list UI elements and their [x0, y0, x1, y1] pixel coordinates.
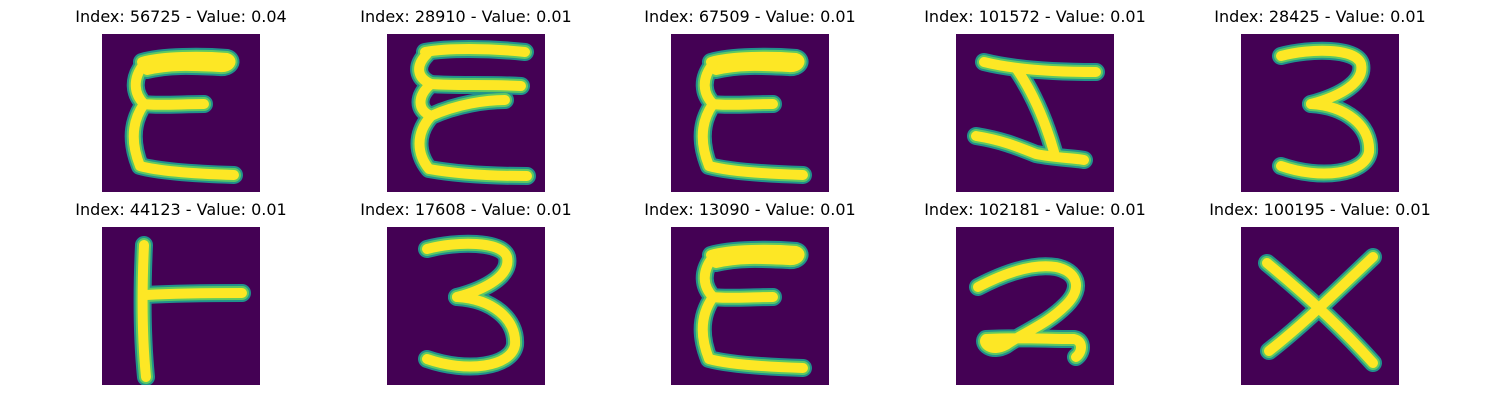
glyph-svg: [956, 227, 1114, 385]
panel-title: Index: 44123 - Value: 0.01: [75, 200, 287, 219]
panel-9: Index: 102181 - Value: 0.01: [924, 200, 1146, 417]
glyph-image: [102, 34, 260, 192]
panel-title: Index: 67509 - Value: 0.01: [644, 7, 856, 26]
glyph-image: [956, 227, 1114, 385]
panel-6: Index: 44123 - Value: 0.01: [75, 200, 287, 417]
panel-10: Index: 100195 - Value: 0.01: [1209, 200, 1431, 417]
panel-title: Index: 56725 - Value: 0.04: [75, 7, 287, 26]
glyph-image: [387, 227, 545, 385]
glyph-stroke-core: [137, 51, 236, 75]
glyph-stroke-core: [979, 57, 1101, 77]
panel-8: Index: 13090 - Value: 0.01: [644, 200, 856, 417]
panel-2: Index: 28910 - Value: 0.01: [360, 7, 572, 224]
panel-1: Index: 56725 - Value: 0.04: [75, 7, 287, 224]
glyph-image: [956, 34, 1114, 192]
glyph-svg: [1241, 34, 1399, 192]
glyph-stroke-core: [420, 44, 530, 57]
glyph-svg: [956, 34, 1114, 192]
glyph-stroke-core: [1276, 99, 1375, 179]
glyph-stroke-core: [414, 111, 532, 181]
glyph-svg: [387, 227, 545, 385]
glyph-svg: [671, 227, 829, 385]
panel-title: Index: 28425 - Value: 0.01: [1214, 7, 1426, 26]
glyph-stroke-core: [697, 99, 808, 180]
glyph-image: [671, 227, 829, 385]
panel-3: Index: 67509 - Value: 0.01: [644, 7, 856, 224]
panel-title: Index: 28910 - Value: 0.01: [360, 7, 572, 26]
panel-title: Index: 101572 - Value: 0.01: [924, 7, 1146, 26]
panel-title: Index: 102181 - Value: 0.01: [924, 200, 1146, 219]
glyph-stroke-core: [422, 292, 521, 372]
panel-title: Index: 13090 - Value: 0.01: [644, 200, 856, 219]
glyph-stroke-core: [422, 238, 513, 302]
panel-7: Index: 17608 - Value: 0.01: [360, 200, 572, 417]
glyph-image: [102, 227, 260, 385]
glyph-background: [102, 227, 260, 385]
panel-5: Index: 28425 - Value: 0.01: [1214, 7, 1426, 224]
glyph-svg: [387, 34, 545, 192]
glyph-stroke-core: [973, 261, 1086, 362]
glyph-image: [387, 34, 545, 192]
glyph-stroke-core: [1011, 63, 1059, 157]
glyph-stroke-core: [971, 131, 1089, 165]
panel-4: Index: 101572 - Value: 0.01: [924, 7, 1146, 224]
glyph-image: [1241, 34, 1399, 192]
glyph-stroke-core: [141, 288, 247, 300]
glyph-stroke-core: [706, 244, 805, 268]
glyph-svg: [102, 34, 260, 192]
glyph-image: [1241, 227, 1399, 385]
glyph-stroke-core: [137, 240, 151, 382]
glyph-stroke-core: [128, 99, 239, 180]
glyph-image: [671, 34, 829, 192]
glyph-svg: [102, 227, 260, 385]
glyph-svg: [671, 34, 829, 192]
glyph-stroke-core: [1276, 45, 1367, 109]
glyph-background: [956, 227, 1114, 385]
panel-title: Index: 17608 - Value: 0.01: [360, 200, 572, 219]
panel-title: Index: 100195 - Value: 0.01: [1209, 200, 1431, 219]
glyph-stroke-core: [697, 292, 808, 373]
glyph-stroke-core: [706, 51, 805, 75]
glyph-stroke-core: [1264, 252, 1378, 356]
glyph-svg: [1241, 227, 1399, 385]
